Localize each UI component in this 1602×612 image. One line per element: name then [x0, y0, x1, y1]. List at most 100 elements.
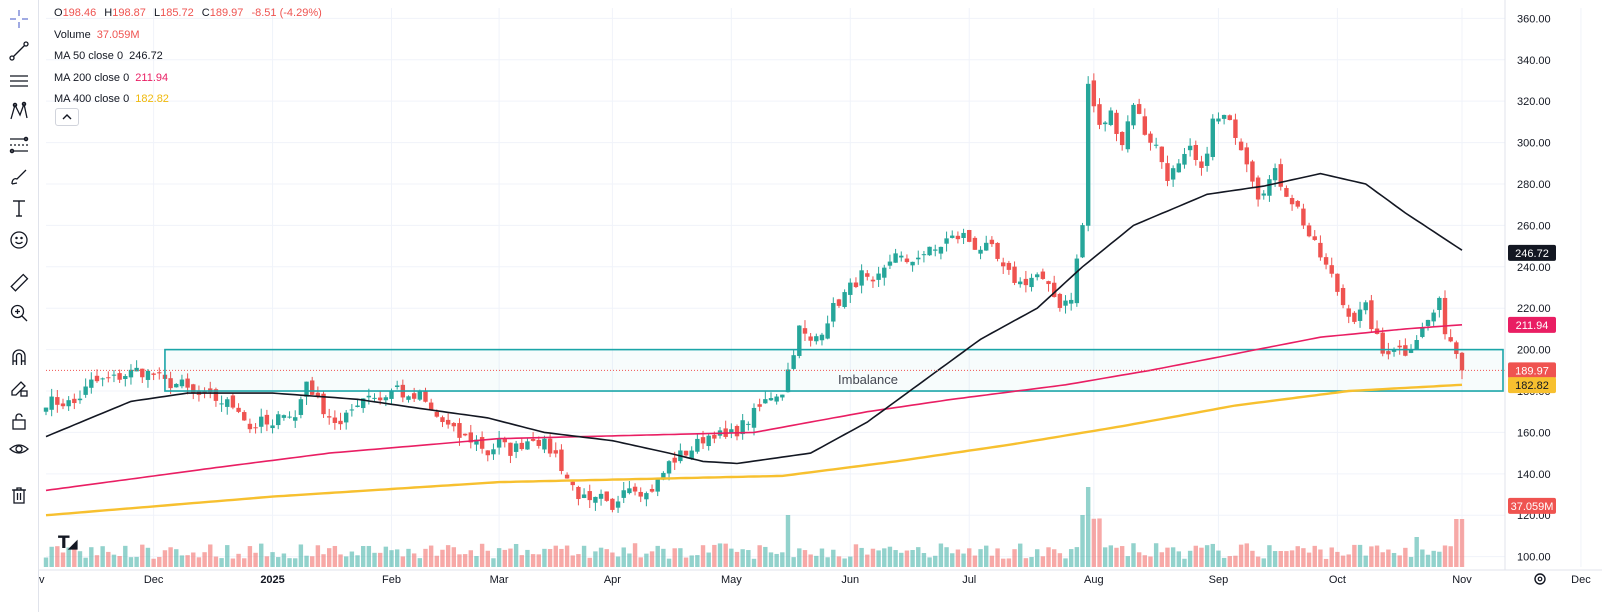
candle-body — [1102, 122, 1108, 125]
volume-bar — [1369, 546, 1374, 567]
candle-body — [1040, 271, 1046, 279]
volume-bar — [276, 557, 281, 567]
candle-body — [683, 450, 689, 456]
volume-bar — [689, 555, 694, 567]
crosshair-icon[interactable] — [4, 4, 34, 34]
time-axis: NovDec2025FebMarAprMayJunJulAugSepOctNov… — [0, 569, 1602, 586]
volume-bar — [343, 556, 349, 567]
candle-body — [989, 239, 995, 245]
candle-body — [1267, 179, 1272, 196]
candle-body — [1063, 300, 1068, 306]
imbalance-zone — [164, 348, 1504, 392]
magnet-icon[interactable] — [4, 342, 34, 372]
trash-icon[interactable] — [4, 480, 34, 510]
candle-body — [60, 403, 66, 407]
ma400-row[interactable]: MA 400 close 0 182.82 — [54, 89, 327, 111]
candle-body — [174, 383, 179, 388]
volume-bar — [1153, 543, 1159, 567]
candle-body — [972, 237, 978, 250]
settings-gear-icon[interactable] — [1534, 573, 1546, 585]
volume-bar — [259, 543, 264, 567]
ma200-row[interactable]: MA 200 close 0 211.94 — [54, 68, 327, 90]
candle-body — [559, 449, 564, 472]
ruler-icon[interactable] — [4, 268, 34, 298]
candle-body — [666, 461, 672, 474]
tradingview-logo-icon[interactable]: T◢ — [58, 533, 78, 553]
candle-body — [876, 273, 881, 280]
volume-bar — [1102, 547, 1108, 567]
candle-body — [870, 279, 876, 282]
emoji-icon[interactable] — [4, 225, 34, 255]
candle-body — [157, 372, 162, 374]
horizontal-lines-icon[interactable] — [4, 66, 34, 96]
volume-bar — [542, 548, 547, 567]
volume-bar — [491, 558, 496, 567]
y-tick-label: 300.00 — [1517, 138, 1551, 150]
candle-body — [842, 292, 847, 307]
candle-body — [1244, 147, 1249, 165]
volume-bar — [355, 555, 360, 567]
candle-body — [1369, 300, 1374, 330]
volume-bar — [967, 548, 972, 567]
candle-body — [225, 399, 230, 407]
lock-icon[interactable] — [4, 406, 34, 436]
candle-body — [768, 398, 774, 401]
zoom-in-icon[interactable] — [4, 298, 34, 328]
candle-body — [451, 423, 457, 427]
volume-bar — [1074, 547, 1080, 567]
ma200-value: 211.94 — [135, 71, 169, 84]
volume-bar — [1408, 556, 1414, 567]
candle-body — [349, 409, 355, 411]
price-label: 189.97 — [1515, 365, 1549, 377]
volume-bar — [513, 543, 519, 567]
fib-icon[interactable] — [4, 130, 34, 160]
volume-row[interactable]: Volume 37.059M — [54, 25, 327, 47]
candle-body — [66, 400, 71, 407]
volume-bar — [372, 552, 377, 567]
volume-bar — [1459, 519, 1465, 567]
eye-icon[interactable] — [4, 434, 34, 464]
volume-bar — [717, 543, 723, 567]
pencil-lock-icon[interactable] — [4, 373, 34, 403]
volume-bar — [525, 549, 530, 567]
collapse-legend-button[interactable] — [55, 108, 79, 126]
candle-body — [1459, 352, 1465, 371]
volume-bar — [479, 543, 485, 567]
y-tick-label: 200.00 — [1517, 345, 1551, 357]
chevron-up-icon — [62, 114, 72, 120]
volume-bar — [695, 555, 700, 567]
volume-bar — [910, 550, 915, 567]
price-axis: 100.00120.00140.00160.00180.00200.00220.… — [1504, 0, 1556, 570]
price-label-box — [1508, 497, 1556, 514]
price-label-box — [1508, 244, 1556, 261]
candle-body — [1182, 153, 1187, 165]
volume-bar — [253, 552, 258, 567]
candle-body — [961, 232, 966, 238]
candle-body — [865, 273, 870, 277]
volume-bar — [536, 554, 541, 567]
volume-bar — [1187, 550, 1193, 567]
brush-icon[interactable] — [4, 162, 34, 192]
candle-body — [729, 429, 734, 434]
candle-body — [1125, 121, 1131, 150]
volume-bar — [1420, 549, 1425, 567]
candle-body — [406, 396, 411, 400]
text-icon[interactable] — [4, 193, 34, 223]
volume-bar — [1023, 558, 1029, 567]
volume-bar — [179, 555, 185, 567]
volume-bar — [128, 557, 134, 567]
volume-bar — [185, 555, 190, 567]
ma50-row[interactable]: MA 50 close 0 246.72 — [54, 46, 327, 68]
volume-bar — [978, 549, 983, 567]
candle-body — [123, 376, 128, 379]
trend-line-icon[interactable] — [4, 36, 34, 66]
legend: O198.46 H198.87 L185.72 C189.97 -8.51 (-… — [54, 3, 327, 111]
volume-bar — [117, 555, 122, 567]
pattern-icon[interactable] — [4, 96, 34, 126]
volume-bar — [1397, 555, 1402, 567]
candle-body — [219, 403, 224, 405]
candle-body — [94, 375, 100, 382]
volume-bar — [406, 548, 411, 567]
volume-bar — [1182, 558, 1187, 567]
